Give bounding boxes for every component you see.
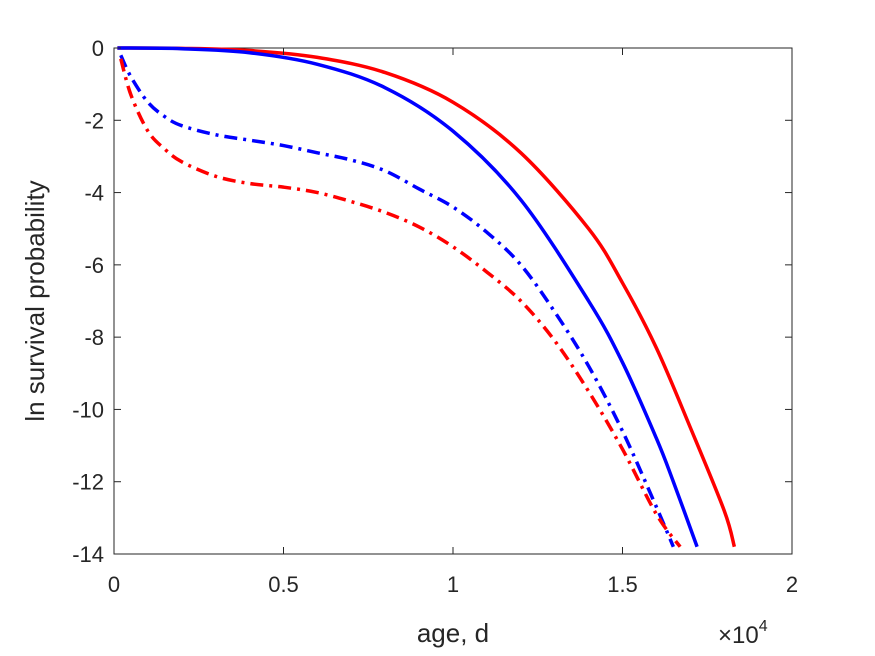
x-tick-label: 0.5 (268, 572, 299, 597)
x-exponent-base: ×10 (718, 622, 759, 649)
plot-area (113, 47, 793, 555)
y-tick-label: -8 (84, 325, 104, 350)
y-tick-label: -4 (84, 181, 104, 206)
y-tick-label: 0 (92, 36, 104, 61)
x-tick-label: 2 (786, 572, 798, 597)
y-tick-label: -10 (72, 397, 104, 422)
series-line-4 (119, 58, 682, 548)
series-line-3 (119, 54, 675, 548)
x-tick-label: 1.5 (607, 572, 638, 597)
series-line-1 (117, 46, 737, 548)
y-tick-label: -6 (84, 253, 104, 278)
x-exponent-power: 4 (759, 618, 768, 635)
x-axis: 0 0.5 1 1.5 2 (108, 48, 798, 597)
y-tick-label: -14 (72, 542, 104, 567)
y-axis: 0 -2 -4 -6 -8 -10 -12 -14 (72, 36, 792, 567)
x-axis-label: age, d (417, 618, 489, 648)
series-line-2 (117, 46, 699, 548)
y-tick-label: -2 (84, 108, 104, 133)
x-tick-label: 1 (447, 572, 459, 597)
y-tick-label: -12 (72, 470, 104, 495)
x-exponent-label: ×104 (718, 618, 768, 649)
series-layer (117, 46, 737, 548)
y-axis-label: ln survival probability (20, 180, 50, 421)
x-tick-label: 0 (108, 572, 120, 597)
